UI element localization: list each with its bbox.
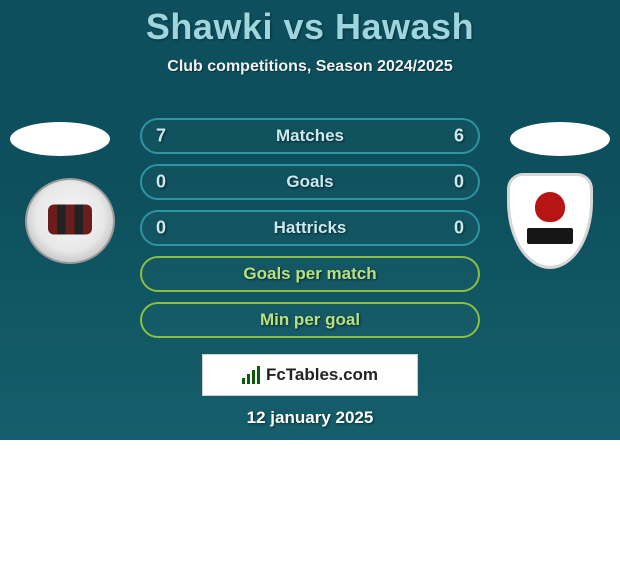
- comparison-card: Shawki vs Hawash Club competitions, Seas…: [0, 0, 620, 440]
- page-title: Shawki vs Hawash: [0, 0, 620, 48]
- stat-row: Goals per match: [140, 256, 480, 292]
- stat-value-right: 0: [454, 218, 464, 239]
- club-shield-icon: [25, 178, 115, 264]
- stat-value-right: 0: [454, 172, 464, 193]
- club-shield-icon: [507, 173, 593, 269]
- card-content: Shawki vs Hawash Club competitions, Seas…: [0, 0, 620, 440]
- stat-row: Min per goal: [140, 302, 480, 338]
- stat-row: 7 Matches 6: [140, 118, 480, 154]
- stat-row: 0 Goals 0: [140, 164, 480, 200]
- branding-box: FcTables.com: [202, 354, 418, 396]
- player-left-club-logo: [20, 178, 120, 264]
- stat-label: Min per goal: [260, 310, 360, 330]
- stat-value-right: 6: [454, 126, 464, 147]
- stat-label: Hattricks: [274, 218, 347, 238]
- stat-row: 0 Hattricks 0: [140, 210, 480, 246]
- blank-area: [0, 440, 620, 580]
- player-left-flag: [10, 122, 110, 156]
- stat-value-left: 7: [156, 126, 166, 147]
- snapshot-date: 12 january 2025: [0, 408, 620, 428]
- stats-list: 7 Matches 6 0 Goals 0 0 Hattricks 0 Goals per mat…: [140, 118, 480, 338]
- stat-label: Goals: [286, 172, 333, 192]
- branding-text: FcTables.com: [266, 365, 378, 385]
- stat-label: Goals per match: [243, 264, 376, 284]
- player-right-club-logo: [500, 178, 600, 264]
- stat-value-left: 0: [156, 218, 166, 239]
- bars-icon: [242, 366, 260, 384]
- player-right-flag: [510, 122, 610, 156]
- stat-value-left: 0: [156, 172, 166, 193]
- page-subtitle: Club competitions, Season 2024/2025: [0, 58, 620, 76]
- stat-label: Matches: [276, 126, 344, 146]
